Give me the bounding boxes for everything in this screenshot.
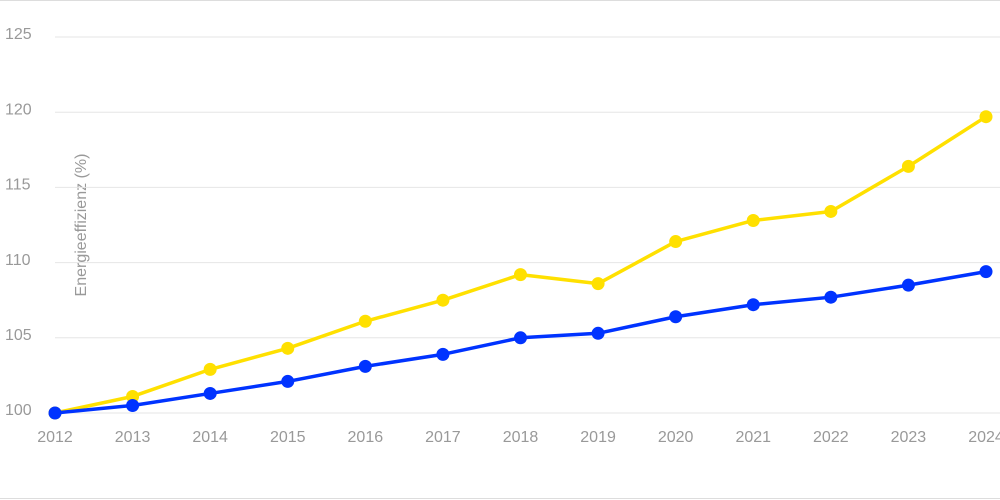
data-point [901, 278, 915, 292]
data-point [436, 293, 450, 307]
x-tick-label: 2021 [735, 429, 771, 446]
data-point [979, 265, 993, 279]
data-point [824, 290, 838, 304]
data-point [591, 326, 605, 340]
data-point [979, 110, 993, 124]
y-tick-label: 105 [5, 327, 32, 344]
x-tick-label: 2012 [37, 429, 73, 446]
data-point [746, 298, 760, 312]
data-point [126, 398, 140, 412]
data-point [358, 359, 372, 373]
data-point [281, 341, 295, 355]
data-point [358, 314, 372, 328]
data-point [436, 347, 450, 361]
x-tick-label: 2018 [503, 429, 539, 446]
x-tick-label: 2016 [348, 429, 384, 446]
data-point [514, 268, 527, 282]
data-point [669, 235, 683, 249]
x-tick-label: 2023 [891, 429, 927, 446]
x-tick-label: 2019 [580, 429, 616, 446]
data-point [203, 386, 217, 400]
y-tick-label: 110 [5, 252, 31, 269]
x-tick-label: 2020 [658, 429, 694, 446]
y-tick-label: 125 [5, 26, 32, 43]
data-point [824, 204, 838, 218]
data-point [281, 374, 295, 388]
data-point [48, 406, 62, 420]
y-tick-label: 120 [5, 101, 32, 118]
data-point [591, 277, 605, 291]
y-axis-label: Energieeffizienz (%) [73, 154, 90, 297]
data-point [901, 159, 915, 173]
y-tick-label: 100 [5, 402, 32, 419]
x-tick-label: 2017 [425, 429, 461, 446]
series-line [54, 115, 987, 415]
x-tick-label: 2013 [115, 429, 151, 446]
x-tick-label: 2022 [813, 429, 849, 446]
data-point [514, 331, 527, 345]
y-tick-label: 115 [5, 177, 31, 194]
x-tick-label: 2015 [270, 429, 306, 446]
x-tick-label: 2014 [192, 429, 228, 446]
data-point [203, 362, 217, 376]
data-point [669, 310, 683, 324]
data-point [746, 213, 760, 227]
x-tick-label: 2024 [968, 429, 1000, 446]
data-point [126, 389, 140, 403]
